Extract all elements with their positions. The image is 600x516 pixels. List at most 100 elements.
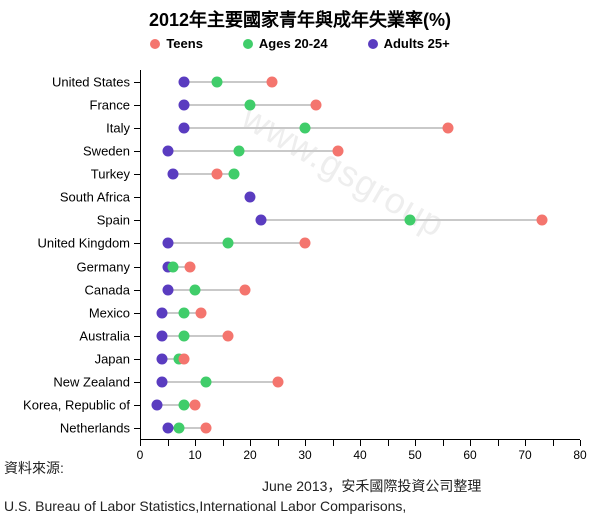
x-tick: [443, 440, 444, 446]
data-point-teens: [272, 377, 283, 388]
connector-line: [168, 150, 339, 152]
legend-dot-icon: [150, 39, 160, 49]
x-tick: [580, 440, 581, 446]
y-tick: [134, 220, 140, 221]
footer-line3: U.S. Bureau of Labor Statistics,Internat…: [4, 498, 594, 514]
connector-line: [261, 219, 542, 221]
data-point-teens: [201, 423, 212, 434]
x-tick-label: 10: [188, 448, 201, 462]
data-point-adults: [151, 400, 162, 411]
country-label: Netherlands: [60, 421, 130, 436]
country-label: Sweden: [83, 143, 130, 158]
country-label: Mexico: [89, 305, 130, 320]
x-tick-label: 80: [573, 448, 586, 462]
data-point-20-24: [168, 261, 179, 272]
x-tick-label: 60: [463, 448, 476, 462]
y-tick: [134, 359, 140, 360]
data-point-teens: [190, 400, 201, 411]
y-tick: [134, 405, 140, 406]
data-point-teens: [212, 169, 223, 180]
data-point-teens: [300, 238, 311, 249]
y-tick: [134, 82, 140, 83]
country-label: Canada: [84, 282, 130, 297]
plot-area: 01020304050607080United StatesFranceItal…: [140, 70, 580, 440]
y-axis: [140, 70, 141, 440]
x-tick: [553, 440, 554, 446]
country-label: New Zealand: [53, 375, 130, 390]
x-tick-label: 0: [137, 448, 144, 462]
x-tick: [388, 440, 389, 446]
data-point-adults: [245, 192, 256, 203]
y-tick: [134, 382, 140, 383]
country-label: Italy: [106, 120, 130, 135]
country-label: France: [90, 97, 130, 112]
x-tick: [278, 440, 279, 446]
country-label: United States: [52, 74, 130, 89]
country-label: Germany: [77, 259, 130, 274]
y-tick: [134, 105, 140, 106]
legend-item: Teens: [150, 36, 203, 51]
data-point-adults: [157, 330, 168, 341]
legend-label: Teens: [166, 36, 203, 51]
data-point-teens: [184, 261, 195, 272]
connector-line: [184, 127, 448, 129]
legend-item: Ages 20-24: [243, 36, 328, 51]
y-tick: [134, 174, 140, 175]
data-point-teens: [195, 307, 206, 318]
y-tick: [134, 267, 140, 268]
x-tick: [195, 440, 196, 446]
country-label: South Africa: [60, 190, 130, 205]
data-point-adults: [179, 122, 190, 133]
data-point-20-24: [179, 330, 190, 341]
data-point-teens: [443, 122, 454, 133]
x-tick-label: 70: [518, 448, 531, 462]
x-tick: [360, 440, 361, 446]
country-label: United Kingdom: [38, 236, 131, 251]
x-tick: [415, 440, 416, 446]
data-point-20-24: [173, 423, 184, 434]
data-point-adults: [162, 145, 173, 156]
y-tick: [134, 290, 140, 291]
connector-line: [162, 381, 278, 383]
y-tick: [134, 243, 140, 244]
data-point-adults: [179, 76, 190, 87]
footer-source-label: 資料來源:: [4, 458, 64, 478]
legend-label: Adults 25+: [384, 36, 450, 51]
data-point-adults: [162, 423, 173, 434]
footer-line2: June 2013，安禾國際投資公司整理: [262, 476, 481, 496]
chart-container: 2012年主要國家青年與成年失業率(%) TeensAges 20-24Adul…: [0, 0, 600, 516]
data-point-adults: [157, 307, 168, 318]
x-tick: [168, 440, 169, 446]
data-point-adults: [157, 377, 168, 388]
country-label: Spain: [97, 213, 130, 228]
y-tick: [134, 197, 140, 198]
x-tick: [525, 440, 526, 446]
x-tick-label: 50: [408, 448, 421, 462]
data-point-adults: [168, 169, 179, 180]
data-point-20-24: [190, 284, 201, 295]
x-tick: [333, 440, 334, 446]
country-label: Turkey: [91, 167, 130, 182]
data-point-20-24: [404, 215, 415, 226]
data-point-20-24: [223, 238, 234, 249]
legend-label: Ages 20-24: [259, 36, 328, 51]
y-tick: [134, 128, 140, 129]
x-tick-label: 30: [298, 448, 311, 462]
data-point-adults: [162, 238, 173, 249]
legend-dot-icon: [368, 39, 378, 49]
data-point-teens: [311, 99, 322, 110]
data-point-teens: [239, 284, 250, 295]
x-tick-label: 40: [353, 448, 366, 462]
country-label: Japan: [95, 352, 130, 367]
y-tick: [134, 336, 140, 337]
connector-line: [162, 335, 228, 337]
connector-line: [173, 173, 234, 175]
data-point-20-24: [201, 377, 212, 388]
data-point-20-24: [245, 99, 256, 110]
data-point-teens: [536, 215, 547, 226]
data-point-teens: [333, 145, 344, 156]
data-point-adults: [179, 99, 190, 110]
data-point-20-24: [179, 307, 190, 318]
connector-line: [184, 81, 272, 83]
legend: Teens Ages 20-24 Adults 25+: [0, 36, 600, 51]
